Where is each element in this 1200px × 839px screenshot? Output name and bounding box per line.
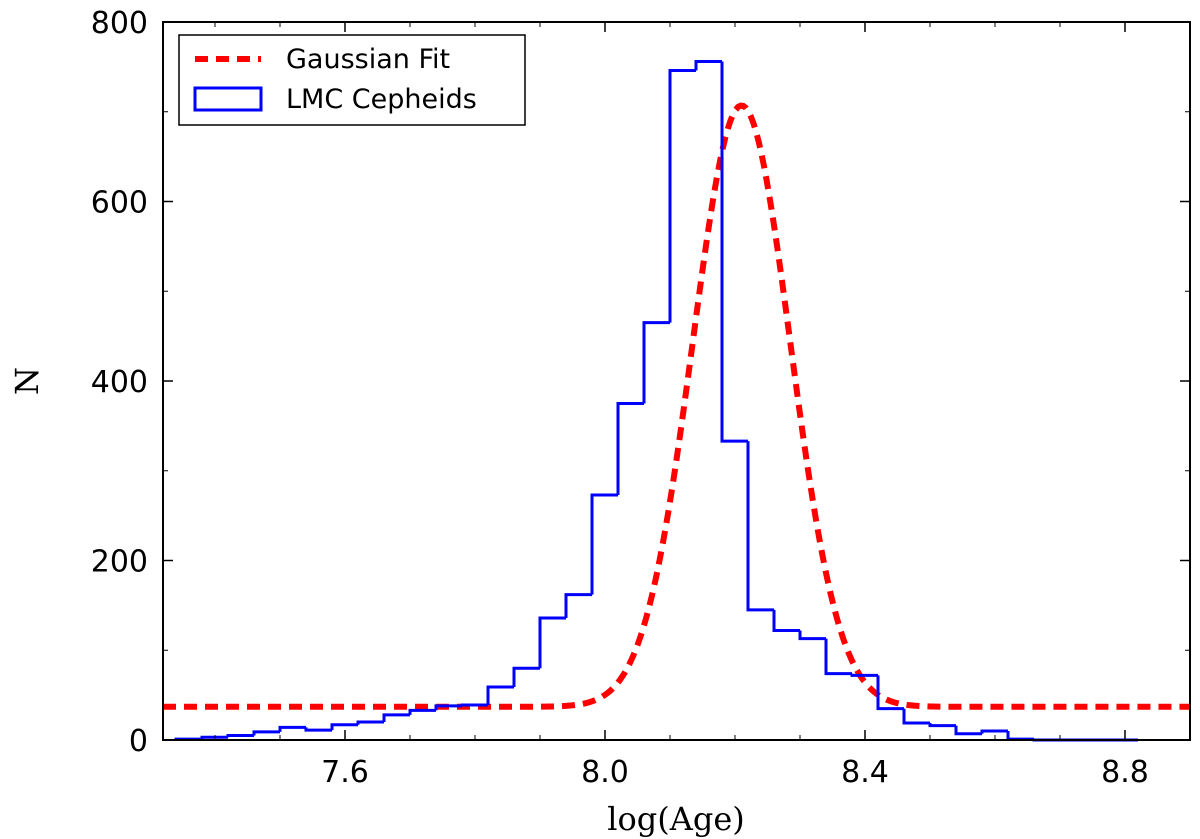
histogram-bin (1006, 731, 1034, 741)
legend-gaussian-label: Gaussian Fit (286, 44, 450, 75)
histogram-bin (954, 725, 982, 736)
histogram-bin (902, 708, 930, 725)
histogram-bin (798, 630, 826, 641)
legend-histogram-label: LMC Cepheids (286, 84, 477, 115)
y-tick-label: 600 (91, 186, 148, 221)
histogram-bin (252, 730, 280, 736)
y-tick-label: 200 (91, 545, 148, 580)
histogram-bin (980, 729, 1008, 734)
histogram-bin (876, 675, 904, 711)
legend-histogram-swatch (193, 86, 263, 112)
tick-layer: 7.6 8.0 8.4 8.8 0 200 400 600 800 (91, 6, 1191, 790)
histogram-bin (720, 61, 748, 443)
x-tick-label: 8.8 (1101, 755, 1149, 790)
histogram-bin (850, 673, 878, 677)
y-axis-label: N (8, 367, 46, 395)
x-tick-label: 8.0 (581, 755, 629, 790)
x-tick-label: 8.4 (841, 755, 889, 790)
x-axis-label: log(Age) (607, 800, 744, 838)
gaussian-fit-layer (163, 102, 1190, 710)
histogram-bin (330, 723, 358, 731)
y-tick-label: 0 (129, 724, 148, 759)
histogram-bin (486, 685, 514, 705)
plot-frame (162, 21, 1191, 741)
histogram-bin (408, 708, 436, 715)
histogram-bin (356, 720, 384, 725)
histogram-bin (304, 727, 332, 732)
histogram-bin (512, 666, 540, 688)
histogram-bin (616, 401, 644, 495)
histogram-bin (226, 734, 254, 738)
histogram-layer (174, 59, 1138, 742)
histogram-bin (824, 638, 852, 676)
histogram-bin (382, 713, 410, 723)
histogram-bin (772, 609, 800, 633)
histogram-bin (434, 704, 462, 711)
y-tick-label: 800 (91, 6, 148, 41)
histogram-bin (460, 703, 488, 707)
histogram-bin (564, 593, 592, 618)
histogram-bin (538, 616, 566, 669)
histogram-bin (590, 493, 618, 595)
gaussian-fit-line (163, 102, 1190, 710)
legend: Gaussian Fit LMC Cepheids (178, 34, 526, 126)
histogram-bin (746, 441, 774, 612)
x-tick-label: 7.6 (321, 755, 369, 790)
histogram-bin (278, 725, 306, 732)
histogram-bin (642, 321, 670, 404)
y-tick-label: 400 (91, 365, 148, 400)
histogram-bin (694, 59, 722, 71)
histogram-bin (200, 735, 228, 740)
histogram-bin (668, 68, 696, 323)
histogram-bin (928, 722, 956, 728)
